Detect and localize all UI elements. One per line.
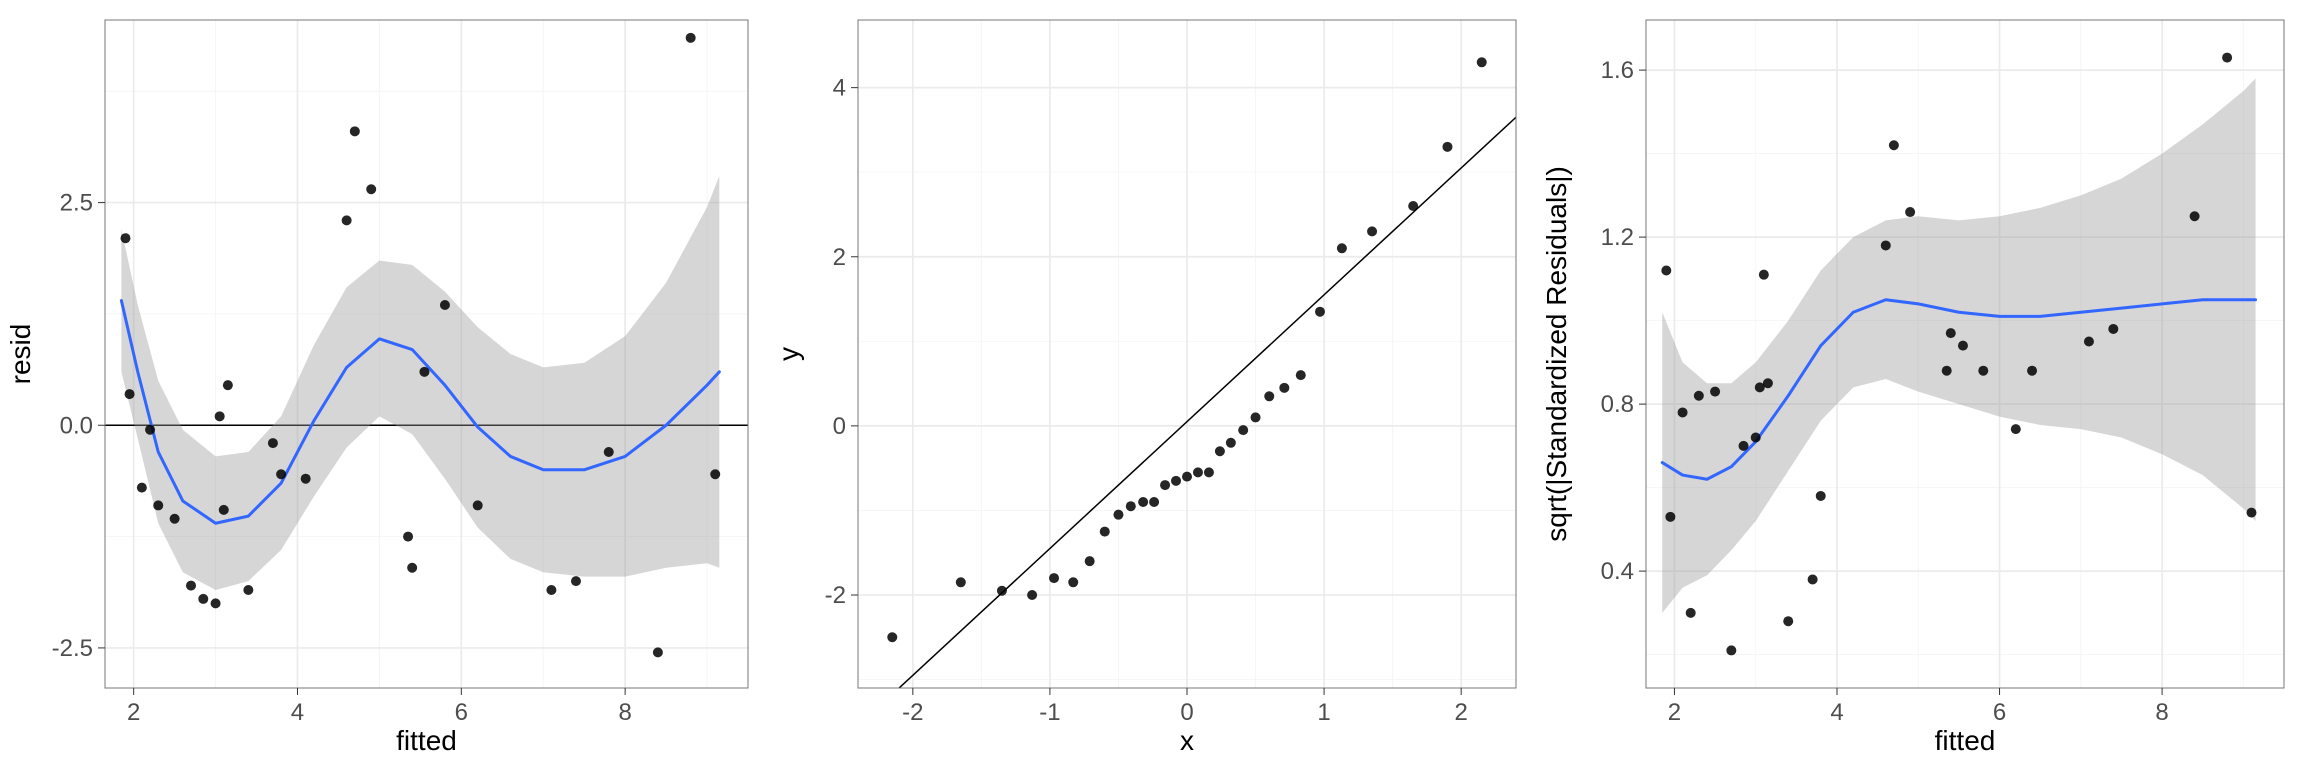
svg-text:2: 2 [1668, 699, 1681, 726]
chart-row: 2 4 6 8 -2.5 0.0 2.5 fitted resid -2 -1 0 1 2 -2 0 2 4 x y… [0, 0, 2304, 768]
svg-text:1: 1 [1317, 699, 1330, 726]
svg-text:-1: -1 [1039, 699, 1060, 726]
svg-text:1.2: 1.2 [1601, 224, 1634, 251]
svg-text:0.0: 0.0 [60, 412, 93, 439]
svg-text:4: 4 [1830, 699, 1843, 726]
y-axis-label: sqrt(|Standardized Residuals|) [1541, 166, 1572, 542]
svg-text:8: 8 [618, 699, 631, 726]
svg-text:0: 0 [1180, 699, 1193, 726]
svg-text:-2: -2 [902, 699, 923, 726]
svg-text:-2: -2 [825, 582, 846, 609]
svg-text:0.4: 0.4 [1601, 558, 1634, 585]
panel-1: 2 4 6 8 -2.5 0.0 2.5 fitted resid [0, 0, 768, 768]
svg-text:6: 6 [455, 699, 468, 726]
y-axis-label: y [773, 347, 804, 361]
svg-text:4: 4 [291, 699, 304, 726]
panel-3: 2 4 6 8 0.4 0.8 1.2 1.6 fitted sqrt(|Standardized… [1536, 0, 2304, 768]
svg-text:2: 2 [833, 244, 846, 271]
svg-text:0: 0 [833, 413, 846, 440]
svg-text:4: 4 [833, 75, 846, 102]
panel-2: -2 -1 0 1 2 -2 0 2 4 x y [768, 0, 1536, 768]
svg-text:1.6: 1.6 [1601, 57, 1634, 84]
svg-text:2: 2 [127, 699, 140, 726]
svg-text:2.5: 2.5 [60, 190, 93, 217]
x-axis-label: x [1180, 725, 1194, 756]
x-axis-label: fitted [396, 725, 457, 756]
y-axis-label: resid [5, 324, 36, 385]
svg-text:2: 2 [1454, 699, 1467, 726]
svg-text:6: 6 [1993, 699, 2006, 726]
svg-text:8: 8 [2155, 699, 2168, 726]
x-axis-label: fitted [1935, 725, 1996, 756]
svg-text:-2.5: -2.5 [52, 635, 93, 662]
svg-text:0.8: 0.8 [1601, 391, 1634, 418]
